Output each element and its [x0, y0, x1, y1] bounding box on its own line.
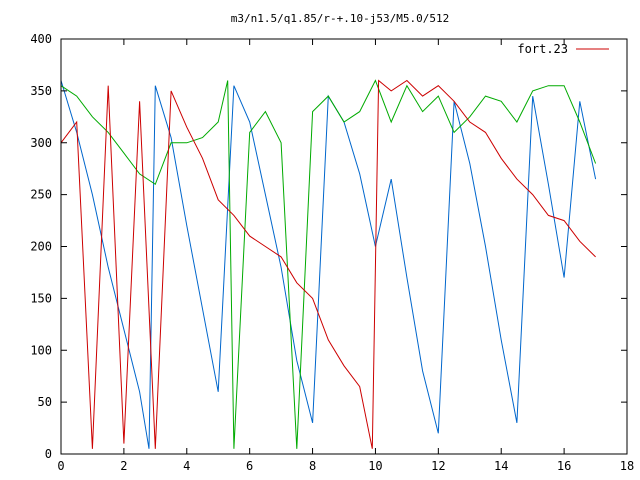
chart-title: m3/n1.5/q1.85/r-+.10-j53/M5.0/512 [231, 12, 450, 25]
series-line-2 [60, 80, 597, 449]
x-tick-label: 8 [309, 459, 316, 473]
axes-layer: 0 2 4 6 8 10 12 14 16 18 0 50 100 150 200 250 300 350 400 [30, 32, 634, 473]
legend-label: fort.23 [517, 42, 568, 56]
x-tick-label: 2 [120, 459, 127, 473]
x-tick-label: 0 [57, 459, 64, 473]
y-tick-label: 400 [30, 32, 52, 46]
series-line-0 [60, 79, 596, 449]
x-tick-label: 18 [620, 459, 634, 473]
x-tick-label: 6 [246, 459, 253, 473]
x-tick-label: 16 [557, 459, 571, 473]
x-tick-label: 4 [183, 459, 190, 473]
series-line-1 [60, 79, 597, 449]
x-tick-label: 14 [494, 459, 508, 473]
legend: fort.23 [517, 42, 609, 56]
series-layer [60, 79, 597, 449]
y-tick-label: 300 [30, 136, 52, 150]
x-tick-label: 12 [431, 459, 445, 473]
y-tick-label: 50 [38, 395, 52, 409]
y-tick-label: 150 [30, 291, 52, 305]
y-tick-label: 100 [30, 343, 52, 357]
y-tick-label: 250 [30, 188, 52, 202]
y-tick-label: 350 [30, 84, 52, 98]
x-tick-label: 10 [368, 459, 382, 473]
y-tick-label: 200 [30, 240, 52, 254]
y-tick-label: 0 [45, 447, 52, 461]
